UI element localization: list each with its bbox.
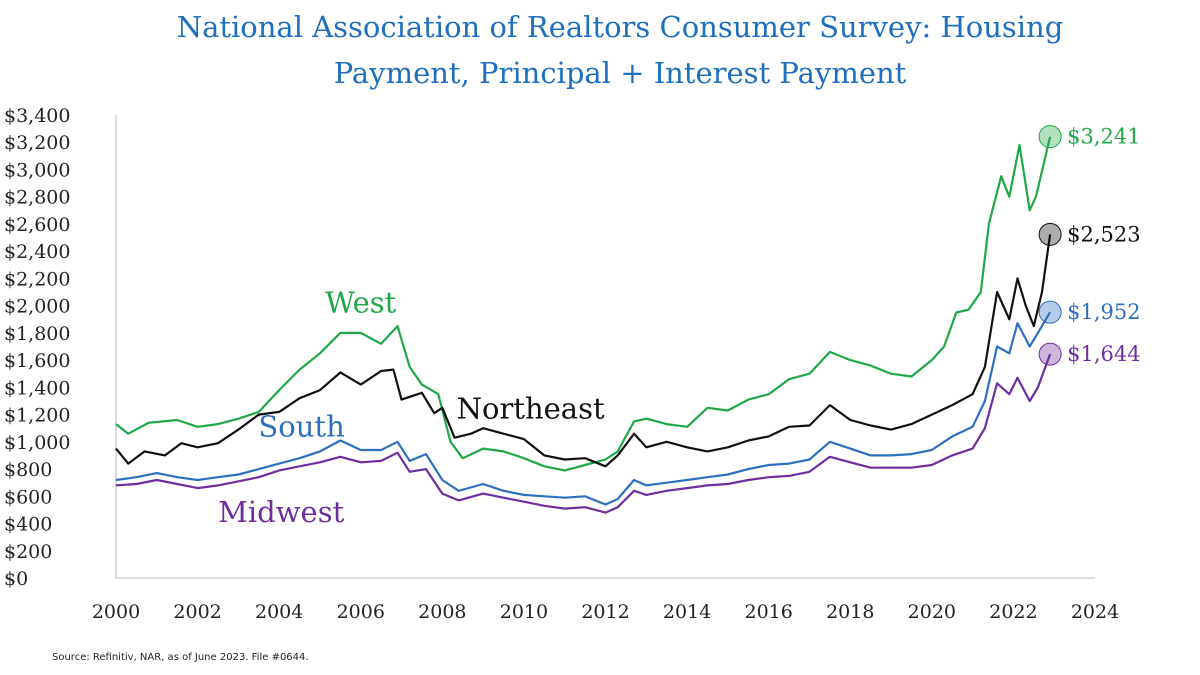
- end-value-label-northeast: $2,523: [1067, 222, 1140, 246]
- y-tick-label: $2,600: [4, 214, 70, 236]
- y-tick-label: $3,200: [4, 132, 70, 154]
- x-axis: 2000 2002 2004 2006 2008 2010 2012 2014 2016 2018…: [92, 577, 1119, 623]
- y-tick-label: $200: [4, 541, 52, 563]
- source-note: Source: Refinitiv, NAR, as of June 2023.…: [52, 652, 309, 663]
- series-labels: West Northeast South Midwest: [218, 285, 605, 529]
- y-tick-label: $1,800: [4, 323, 70, 345]
- y-tick-label: $2,400: [4, 241, 70, 263]
- series-line-midwest: [115, 353, 1052, 514]
- x-tick-label: 2018: [826, 601, 874, 623]
- y-tick-label: $400: [4, 514, 52, 536]
- end-value-label-south: $1,952: [1067, 300, 1140, 324]
- x-tick-label: 2010: [500, 601, 548, 623]
- x-tick-label: 2012: [581, 601, 629, 623]
- series-name-label-northeast: Northeast: [457, 392, 605, 426]
- y-tick-label: $2,200: [4, 268, 70, 290]
- series-name-label-midwest: Midwest: [218, 495, 344, 529]
- end-marker-south: [1038, 300, 1062, 324]
- x-tick-label: 2002: [173, 601, 221, 623]
- y-axis: $0 $200 $400 $600 $800 $1,000 $1,200 $1,400 $1,6…: [4, 105, 117, 590]
- y-tick-label: $800: [4, 459, 52, 481]
- chart-title: National Association of Realtors Consume…: [0, 4, 1200, 96]
- x-tick-label: 2004: [255, 601, 303, 623]
- y-tick-label: $2,000: [4, 296, 70, 318]
- end-marker-west: [1038, 125, 1062, 149]
- y-tick-label: $1,400: [4, 377, 70, 399]
- y-tick-label: $600: [4, 486, 52, 508]
- chart-title-line-2: Payment, Principal + Interest Payment: [333, 56, 907, 90]
- y-tick-label: $3,400: [4, 105, 70, 127]
- y-tick-label: $2,800: [4, 187, 70, 209]
- series-line-south: [115, 311, 1052, 506]
- y-tick-label: $1,200: [4, 405, 70, 427]
- x-tick-label: 2008: [418, 601, 466, 623]
- y-tick-label: $1,000: [4, 432, 70, 454]
- y-tick-label: $0: [4, 568, 28, 590]
- end-value-label-midwest: $1,644: [1067, 342, 1140, 366]
- end-marker-midwest: [1038, 342, 1062, 366]
- x-tick-label: 2016: [744, 601, 792, 623]
- y-tick-label: $3,000: [4, 159, 70, 181]
- x-tick-label: 2020: [908, 601, 956, 623]
- end-value-label-west: $3,241: [1067, 125, 1140, 149]
- y-tick-label: $1,600: [4, 350, 70, 372]
- x-tick-label: 2024: [1071, 601, 1119, 623]
- x-tick-label: 2014: [663, 601, 711, 623]
- series-name-label-west: West: [325, 285, 396, 319]
- series-line-west: [115, 136, 1052, 472]
- series-name-label-south: South: [258, 409, 344, 443]
- chart-title-line-1: National Association of Realtors Consume…: [176, 10, 1064, 44]
- end-marker-northeast: [1038, 222, 1062, 246]
- x-tick-label: 2022: [989, 601, 1037, 623]
- series-line-northeast: [115, 234, 1052, 468]
- series-lines: [115, 136, 1052, 514]
- x-tick-label: 2000: [92, 601, 140, 623]
- x-tick-label: 2006: [337, 601, 385, 623]
- end-markers: $3,241 $2,523 $1,952 $1,644: [1038, 125, 1141, 366]
